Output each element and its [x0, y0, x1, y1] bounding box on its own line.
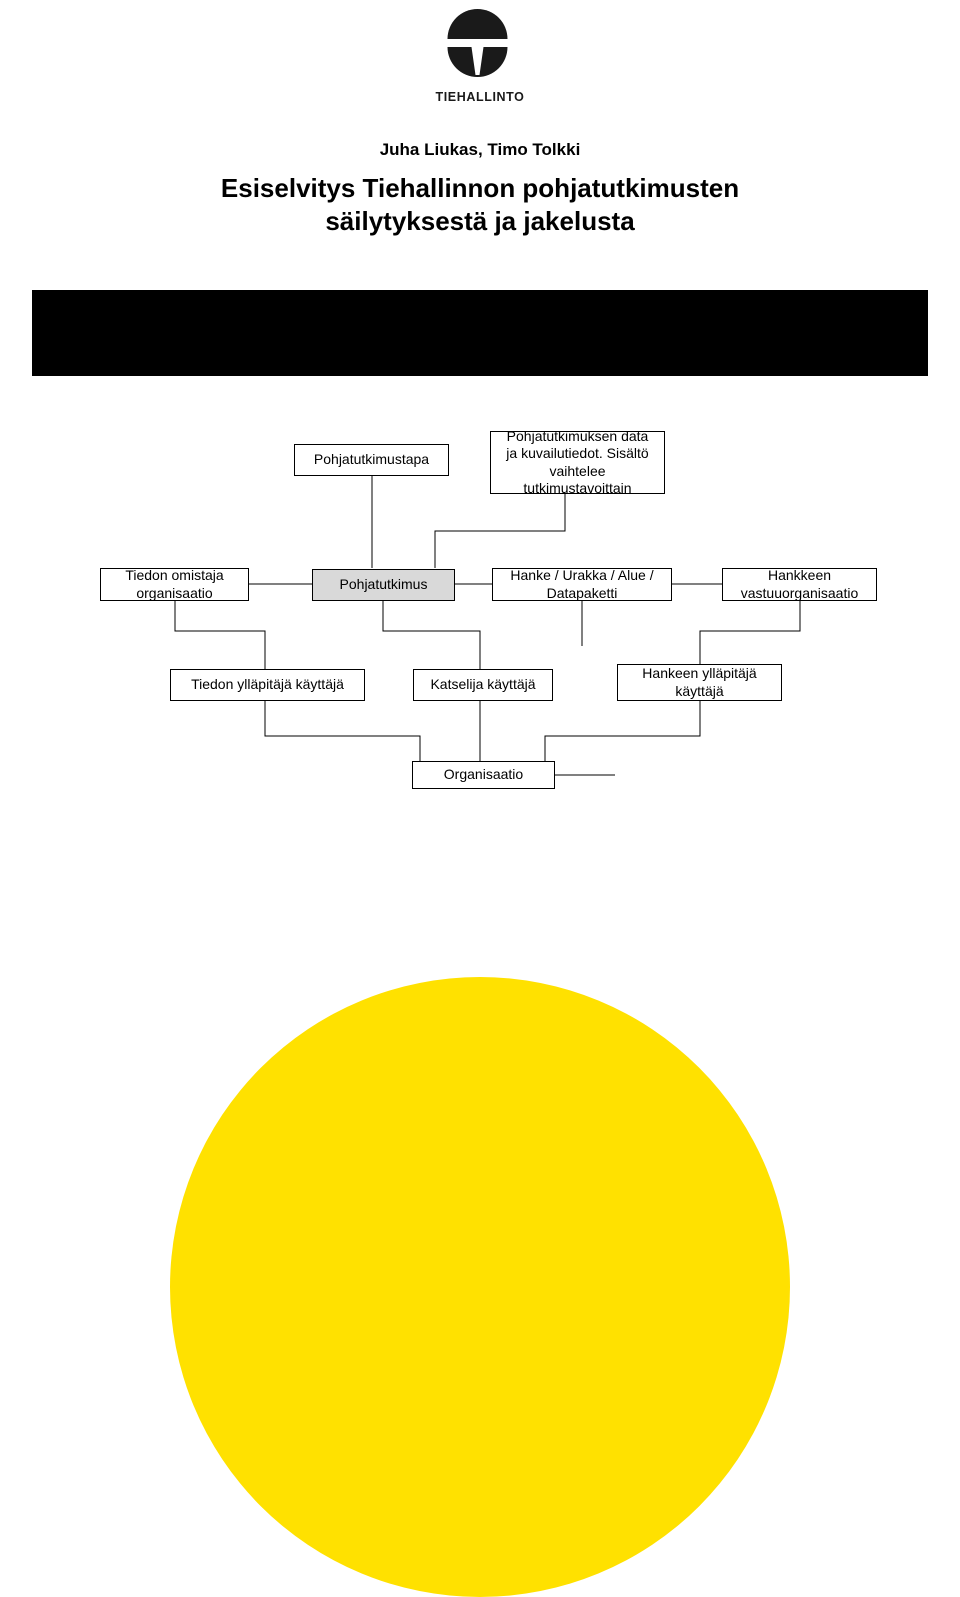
- black-bar: [32, 290, 928, 376]
- node-pohjatutkimus: Pohjatutkimus: [312, 569, 455, 601]
- logo: TIEHALLINTO: [435, 3, 524, 104]
- tiehallinto-logo-icon: [435, 3, 519, 83]
- flowchart-diagram: Pohjatutkimustapa Pohjatutkimuksen data …: [0, 376, 960, 796]
- node-hankkeen-vastuu: Hankkeen vastuuorganisaatio: [722, 568, 877, 601]
- yellow-circle-decoration: [170, 977, 790, 1597]
- node-tiedon-omistaja: Tiedon omistaja organisaatio: [100, 568, 249, 601]
- node-pohjatutkimuksen-data: Pohjatutkimuksen data ja kuvailutiedot. …: [490, 431, 665, 494]
- node-tiedon-yllapitaja: Tiedon ylläpitäjä käyttäjä: [170, 669, 365, 701]
- node-pohjatutkimustapa: Pohjatutkimustapa: [294, 444, 449, 476]
- node-hanke-urakka: Hanke / Urakka / Alue / Datapaketti: [492, 568, 672, 601]
- title-line-1: Esiselvitys Tiehallinnon pohjatutkimuste…: [221, 173, 739, 203]
- node-organisaatio: Organisaatio: [412, 761, 555, 789]
- node-hankeen-yllapitaja: Hankeen ylläpitäjä käyttäjä: [617, 664, 782, 701]
- authors: Juha Liukas, Timo Tolkki: [0, 140, 960, 160]
- node-katselija: Katselija käyttäjä: [413, 669, 553, 701]
- title-line-2: säilytyksestä ja jakelusta: [325, 206, 634, 236]
- page-title: Esiselvitys Tiehallinnon pohjatutkimuste…: [0, 172, 960, 237]
- logo-text: TIEHALLINTO: [435, 90, 524, 104]
